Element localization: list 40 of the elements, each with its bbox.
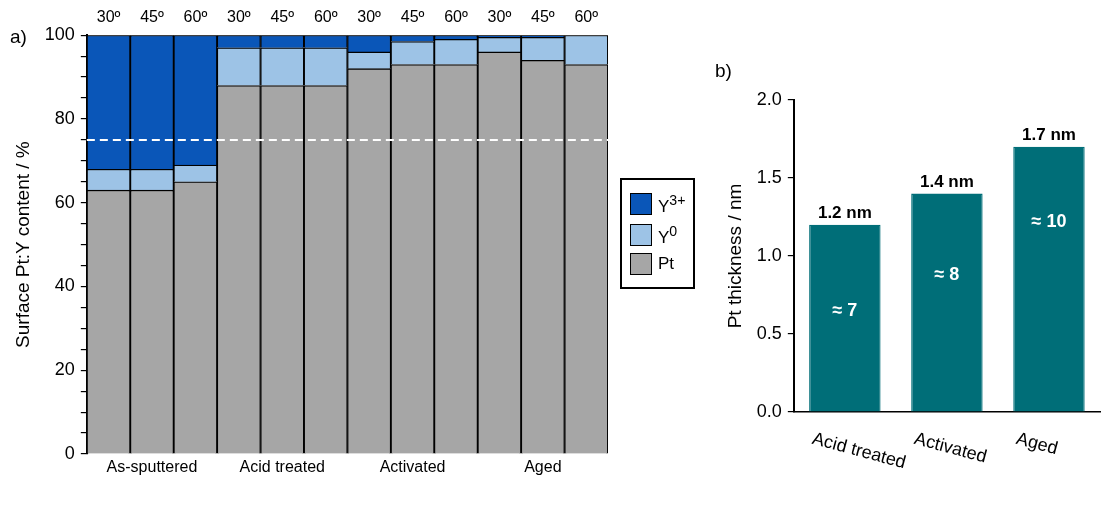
x-tick-label: 45º <box>400 8 425 26</box>
y-tick-label: 0.5 <box>756 322 782 343</box>
chart-title: b) <box>715 60 732 82</box>
y-tick-label: 1.0 <box>756 244 782 265</box>
x-tick-label: 60º <box>183 8 208 26</box>
legend-label: Y$^{0}$ <box>658 222 678 248</box>
chart-title: a) <box>10 26 27 48</box>
x-tick-label: Acid treated <box>810 428 909 473</box>
x-tick-label: 45º <box>140 8 164 26</box>
y-tick-label: 40 <box>54 275 75 296</box>
annotation: ≈ 7 <box>832 299 858 320</box>
y-axis-title: Surface Pt:Y content / % <box>11 141 33 348</box>
x-tick-label: 60º <box>313 8 338 26</box>
x-tick-label: 45º <box>531 8 555 26</box>
x-tick-label: 60º <box>444 8 468 26</box>
y-tick-label: 80 <box>54 107 75 128</box>
x-tick-label: 60º <box>574 8 599 26</box>
annotation: ≈ 8 <box>934 263 960 284</box>
y-tick-label: 0 <box>64 442 75 463</box>
x-tick-label: Activated <box>912 428 989 467</box>
y-tick-label: 1.5 <box>756 166 782 187</box>
text: As-sputtered <box>106 458 198 476</box>
x-tick-label: 30º <box>487 8 512 26</box>
data-label: 1.4 nm <box>919 171 974 191</box>
data-label: 1.2 nm <box>817 202 872 222</box>
legend-label: Y$^{3+}$ <box>658 192 686 217</box>
y-tick-label: 100 <box>44 24 75 45</box>
x-tick-label: 30º <box>357 8 382 26</box>
y-tick-label: 0.0 <box>756 400 782 421</box>
y-tick-label: 20 <box>54 359 75 380</box>
x-tick-label: 45º <box>270 8 295 26</box>
y-tick-label: 2.0 <box>756 88 782 109</box>
annotation: ≈ 10 <box>1031 210 1067 231</box>
x-tick-label: Aged <box>1014 428 1061 459</box>
x-tick-label: 30º <box>96 8 121 26</box>
data-label: 1.7 nm <box>1022 124 1076 144</box>
y-tick-label: 60 <box>54 191 75 212</box>
text: Pt <box>658 254 675 275</box>
x-tick-label: 30º <box>227 8 251 26</box>
y-axis-title: Pt thickness / nm <box>723 183 745 329</box>
